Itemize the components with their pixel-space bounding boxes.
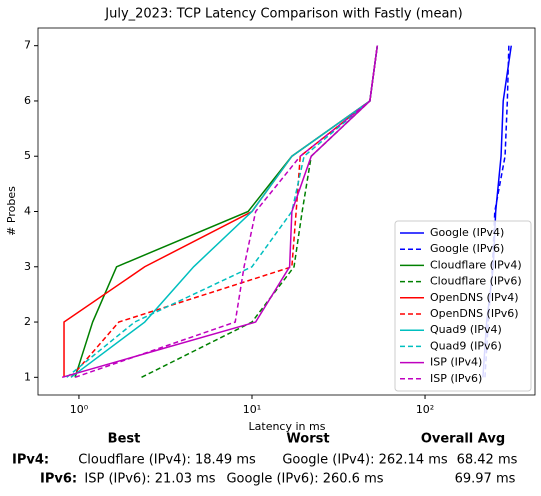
summary-row-label: IPv4:	[12, 453, 49, 468]
x-tick-label: 10¹	[243, 403, 261, 416]
x-tick-label: 10²	[416, 403, 434, 416]
series-line	[141, 45, 379, 378]
legend-label: Cloudflare (IPv4)	[430, 258, 522, 271]
legend-label: OpenDNS (IPv4)	[430, 291, 519, 304]
y-tick-label: 7	[24, 39, 31, 52]
legend-label: Google (IPv6)	[430, 242, 504, 255]
summary-cell: Google (IPv6): 260.6 ms	[226, 472, 383, 487]
summary-row-label: IPv6:	[40, 472, 77, 487]
summary-cell: Google (IPv4): 262.14 ms	[282, 453, 448, 468]
y-tick-label: 2	[24, 315, 31, 328]
y-tick-label: 3	[24, 260, 31, 273]
y-tick-label: 6	[24, 94, 31, 107]
series-line	[74, 45, 379, 378]
x-tick-label: 10⁰	[70, 403, 89, 416]
legend-label: Google (IPv4)	[430, 226, 504, 239]
legend-label: Quad9 (IPv6)	[430, 339, 502, 352]
y-tick-label: 1	[24, 370, 31, 383]
y-tick-label: 4	[24, 205, 31, 218]
summary-cell: ISP (IPv6): 21.03 ms	[84, 472, 215, 487]
legend-label: ISP (IPv6)	[430, 372, 482, 385]
summary-header: Worst	[286, 432, 329, 447]
legend-box	[394, 220, 532, 392]
series-line	[70, 45, 379, 378]
chart-title: July_2023: TCP Latency Comparison with F…	[104, 7, 462, 22]
x-axis-label: Latency in ms	[249, 420, 326, 433]
summary-header: Best	[108, 432, 141, 447]
summary-cell: 69.97 ms	[455, 472, 516, 487]
legend-label: Cloudflare (IPv6)	[430, 275, 522, 288]
legend-label: ISP (IPv4)	[430, 356, 482, 369]
summary-cell: Cloudflare (IPv4): 18.49 ms	[78, 453, 256, 468]
series-line	[74, 45, 379, 379]
summary-header: Overall Avg	[421, 432, 505, 447]
y-axis-label: # Probes	[5, 186, 18, 236]
legend-label: Quad9 (IPv4)	[430, 323, 502, 336]
summary-cell: 68.42 ms	[457, 453, 518, 468]
y-tick-label: 5	[24, 149, 31, 162]
series-line	[70, 45, 379, 378]
legend-label: OpenDNS (IPv6)	[430, 307, 519, 320]
